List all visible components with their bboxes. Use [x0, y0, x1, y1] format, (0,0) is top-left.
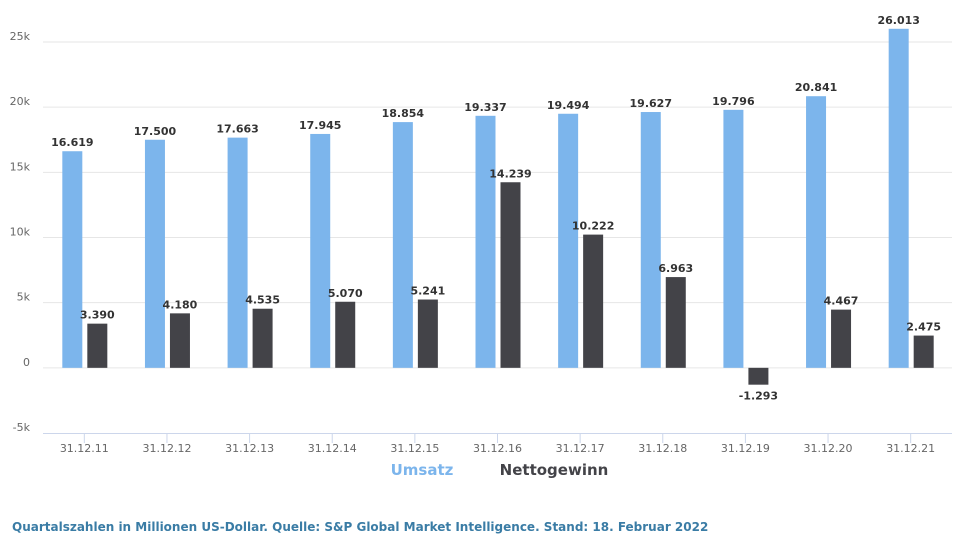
bar-nettogewinn: [500, 182, 521, 368]
bar-umsatz: [723, 109, 744, 368]
y-tick-label: 0: [23, 356, 30, 369]
bar-umsatz: [227, 137, 248, 368]
source-note: Quartalszahlen in Millionen US-Dollar. Q…: [12, 520, 709, 534]
bar-umsatz: [392, 122, 413, 368]
data-label: 5.241: [410, 285, 445, 298]
y-tick-label: 20k: [10, 95, 31, 108]
data-label: 17.945: [299, 119, 341, 132]
bar-umsatz: [475, 115, 496, 368]
data-label: 16.619: [51, 136, 93, 149]
legend-item-nettogewinn[interactable]: Nettogewinn: [500, 461, 609, 479]
data-label: 17.500: [134, 125, 177, 138]
data-label: 10.222: [572, 220, 614, 233]
y-tick-label: 5k: [17, 291, 31, 304]
bar-chart: -5k 0 5k 10k 15k 20k 25k 31.12.11 16.619 3.390 31.…: [10, 14, 952, 479]
bar-nettogewinn: [583, 234, 604, 368]
bar-nettogewinn: [665, 277, 686, 368]
x-tick-label: 31.12.13: [225, 442, 274, 455]
bar-umsatz: [144, 139, 165, 368]
bar-umsatz: [310, 133, 331, 368]
y-tick-label: 25k: [10, 30, 31, 43]
data-label: 2.475: [906, 321, 941, 334]
x-tick-label: 31.12.20: [804, 442, 853, 455]
y-tick-label: -5k: [13, 421, 31, 434]
bar-nettogewinn: [335, 301, 356, 368]
data-label: -1.293: [739, 390, 778, 403]
data-label: 18.854: [382, 107, 425, 120]
bar-nettogewinn: [87, 323, 108, 368]
x-tick-label: 31.12.18: [638, 442, 687, 455]
data-label: 4.535: [245, 294, 280, 307]
bar-umsatz: [640, 112, 661, 368]
data-label: 19.494: [547, 99, 590, 112]
x-tick-label: 31.12.16: [473, 442, 522, 455]
bar-nettogewinn: [417, 299, 438, 368]
data-label: 19.627: [630, 97, 672, 110]
x-tick-label: 31.12.21: [886, 442, 935, 455]
bar-nettogewinn: [748, 367, 769, 385]
bar-nettogewinn: [831, 309, 852, 368]
data-label: 6.963: [658, 262, 693, 275]
x-tick-label: 31.12.11: [60, 442, 109, 455]
x-tick-label: 31.12.15: [390, 442, 439, 455]
data-label: 19.796: [712, 95, 755, 108]
data-label: 5.070: [328, 287, 363, 300]
data-label: 3.390: [80, 309, 115, 322]
bar-umsatz: [888, 28, 909, 368]
y-tick-label: 10k: [10, 226, 31, 239]
data-label: 19.337: [464, 101, 506, 114]
x-tick-label: 31.12.12: [142, 442, 191, 455]
data-label: 4.467: [824, 295, 859, 308]
bar-umsatz: [558, 113, 579, 368]
bar-nettogewinn: [169, 313, 190, 368]
x-tick-label: 31.12.17: [556, 442, 605, 455]
bar-nettogewinn: [252, 308, 273, 368]
bar-umsatz: [62, 151, 83, 368]
x-tick-label: 31.12.14: [308, 442, 357, 455]
bar-umsatz: [806, 96, 827, 368]
data-label: 17.663: [216, 123, 258, 136]
bar-nettogewinn: [913, 335, 934, 368]
y-tick-label: 15k: [10, 160, 31, 173]
data-label: 26.013: [877, 14, 919, 27]
x-tick-label: 31.12.19: [721, 442, 770, 455]
data-label: 20.841: [795, 81, 837, 94]
data-label: 4.180: [163, 298, 198, 311]
legend-item-umsatz[interactable]: Umsatz: [391, 461, 454, 479]
data-label: 14.239: [489, 167, 531, 180]
